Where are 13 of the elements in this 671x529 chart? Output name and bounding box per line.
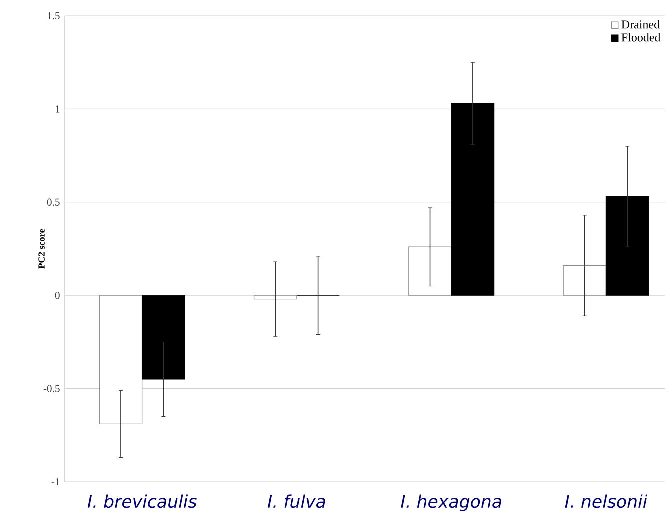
x-tick-label: I. fulva: [268, 494, 326, 508]
y-tick-label: 1.5: [48, 12, 60, 20]
y-tick-label: 0.5: [47, 198, 60, 206]
x-tick-label: I. nelsonii: [565, 494, 648, 508]
y-tick-label: 0: [55, 292, 60, 300]
y-tick-label: 1: [56, 106, 60, 113]
y-axis-title: PC2 score: [38, 229, 45, 269]
x-tick-label: I. hexagona: [401, 494, 502, 512]
legend-label: Flooded: [622, 33, 661, 42]
x-tick-label: I. brevicaulis: [88, 494, 197, 508]
y-tick-label: -0.5: [44, 385, 60, 392]
legend-label: Drained: [622, 20, 660, 29]
y-tick-label: -1: [52, 478, 60, 486]
